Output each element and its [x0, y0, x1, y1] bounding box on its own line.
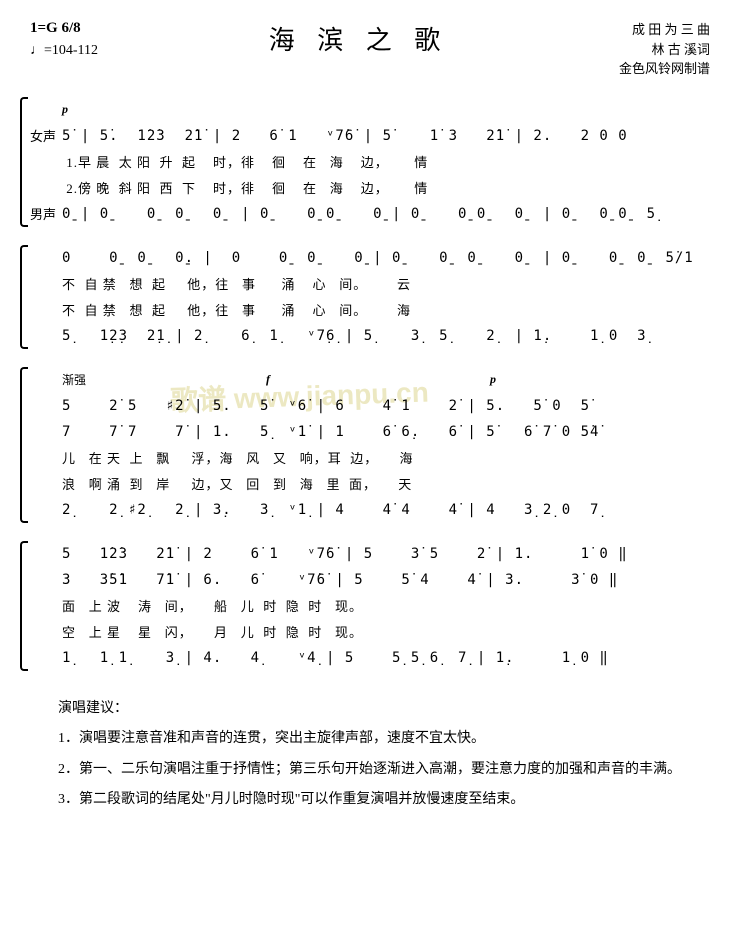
song-title: 海 滨 之 歌	[98, 20, 619, 57]
lyrics-1b: 2.傍 晚 斜 阳 西 下 时，徘 徊 在 海 边， 情	[62, 178, 710, 197]
male-notes-2: 5̣ 1̣2̣3 2̣1̣ | 2̣ 6̣ 1̣ ᵛ7̣6̣ | 5̣ 3̣ 5…	[62, 328, 710, 344]
lyrics-3a: 儿 在 天 上 飘 浮，海 风 又 响，耳 边， 海	[62, 448, 710, 467]
system-3: 渐强 f p 5 2̇ 5 ♯2̇ | 5. 5̇ ᵛ6̇ | 6 4̇ 1 2̇ …	[30, 367, 710, 523]
lyrics-1a: 1.早 晨 太 阳 升 起 时，徘 徊 在 海 边， 情	[62, 152, 710, 171]
system-1: p 女声 5̇ | 5̇. 1̇2̇3 2̇1̇ | 2 6̇ 1 ᵛ7̇6̇ …	[30, 97, 710, 227]
dynamic-p: p	[62, 102, 68, 117]
bracket-left	[20, 97, 28, 227]
lyrics-4a: 面 上 波 涛 间， 船 儿 时 隐 时 现。	[62, 596, 710, 615]
credit-publisher: 金色风铃网制谱	[619, 59, 710, 79]
lyrics-4b: 空 上 星 星 闪， 月 儿 时 隐 时 现。	[62, 622, 710, 641]
bracket-left	[20, 541, 28, 671]
key-signature: 1=G 6/8	[30, 20, 98, 37]
male-part-label: 男声	[30, 204, 62, 223]
bracket-left	[20, 245, 28, 349]
performance-advice: 演唱建议： 1．演唱要注意音准和声音的连贯，突出主旋律声部，速度不宜太快。 2．…	[30, 696, 710, 814]
male-notes-1: 0̱ | 0̱ 0̱ 0̱ 0̱ | 0̱ 0̱ 0̱ 0̱ | 0̱ 0̱ 0…	[62, 206, 710, 222]
credit-composer: 成 田 为 三 曲	[619, 20, 710, 40]
credits: 成 田 为 三 曲 林 古 溪词 金色风铃网制谱	[619, 20, 710, 79]
credit-lyricist: 林 古 溪词	[619, 40, 710, 60]
dynamic-p2: p	[490, 372, 496, 387]
male-notes-3: 2̣ 2̣ ♯2̣ 2̣ | 3̣. 3̣ ᵛ1̣ | 4 4̇ 4 4̇ | …	[62, 502, 710, 518]
advice-item-2: 2．第一、二乐句演唱注重于抒情性；第三乐句开始逐渐进入高潮，要注意力度的加强和声…	[30, 757, 710, 784]
system-4: 5 1̇2̇3 2̇1̇ | 2 6̇ 1 ᵛ7̇6̇ | 5 3̇ 5 2̇ …	[30, 541, 710, 671]
lyrics-3b: 浪 啊 涌 到 岸 边，又 回 到 海 里 面， 天	[62, 474, 710, 493]
system-2: 0 0̱ 0̱ 0̱. | 0 0̱ 0̱ 0̱ | 0̱ 0̱ 0̱ 0̱ |…	[30, 245, 710, 349]
header-row: 1=G 6/8 ♩=104-112 海 滨 之 歌 成 田 为 三 曲 林 古 …	[30, 20, 710, 79]
tempo-marking: ♩=104-112	[30, 43, 98, 59]
female-part-label: 女声	[30, 126, 62, 145]
lyrics-2b: 不 自 禁 想 起 他，往 事 涌 心 间。 海	[62, 300, 710, 319]
female-notes-3b: 7 7̇ 7 7̇ | 1. 5̣ ᵛ1̇ | 1 6̇ 6̣. 6̇ | 5̇…	[62, 424, 710, 440]
expr-cresc: 渐强	[62, 371, 86, 388]
female-notes-1: 5̇ | 5̇. 1̇2̇3 2̇1̇ | 2 6̇ 1 ᵛ7̇6̇ | 5̇ …	[62, 128, 710, 144]
female-notes-4b: 3 3̇5̇1 7̇1̇ | 6. 6̇ ᵛ7̇6̇ | 5 5̇ 4 4̇ |…	[62, 572, 710, 588]
key-tempo-block: 1=G 6/8 ♩=104-112	[30, 20, 98, 59]
advice-title: 演唱建议：	[30, 696, 710, 723]
advice-item-1: 1．演唱要注意音准和声音的连贯，突出主旋律声部，速度不宜太快。	[30, 726, 710, 753]
advice-item-3: 3．第二段歌词的结尾处"月儿时隐时现"可以作重复演唱并放慢速度至结束。	[30, 787, 710, 814]
female-notes-4a: 5 1̇2̇3 2̇1̇ | 2 6̇ 1 ᵛ7̇6̇ | 5 3̇ 5 2̇ …	[62, 546, 710, 562]
female-notes-3a: 5 2̇ 5 ♯2̇ | 5. 5̇ ᵛ6̇ | 6 4̇ 1 2̇ | 5. …	[62, 398, 710, 414]
male-notes-4: 1̣ 1̣ 1̣ 3̣ | 4. 4̣ ᵛ4̣ | 5 5̣ 5̣ 6̣ 7̣ …	[62, 650, 710, 666]
female-notes-2: 0 0̱ 0̱ 0̱. | 0 0̱ 0̱ 0̱ | 0̱ 0̱ 0̱ 0̱ |…	[62, 250, 710, 266]
lyrics-2a: 不 自 禁 想 起 他，往 事 涌 心 间。 云	[62, 274, 710, 293]
bracket-left	[20, 367, 28, 523]
dynamic-f: f	[266, 372, 270, 387]
